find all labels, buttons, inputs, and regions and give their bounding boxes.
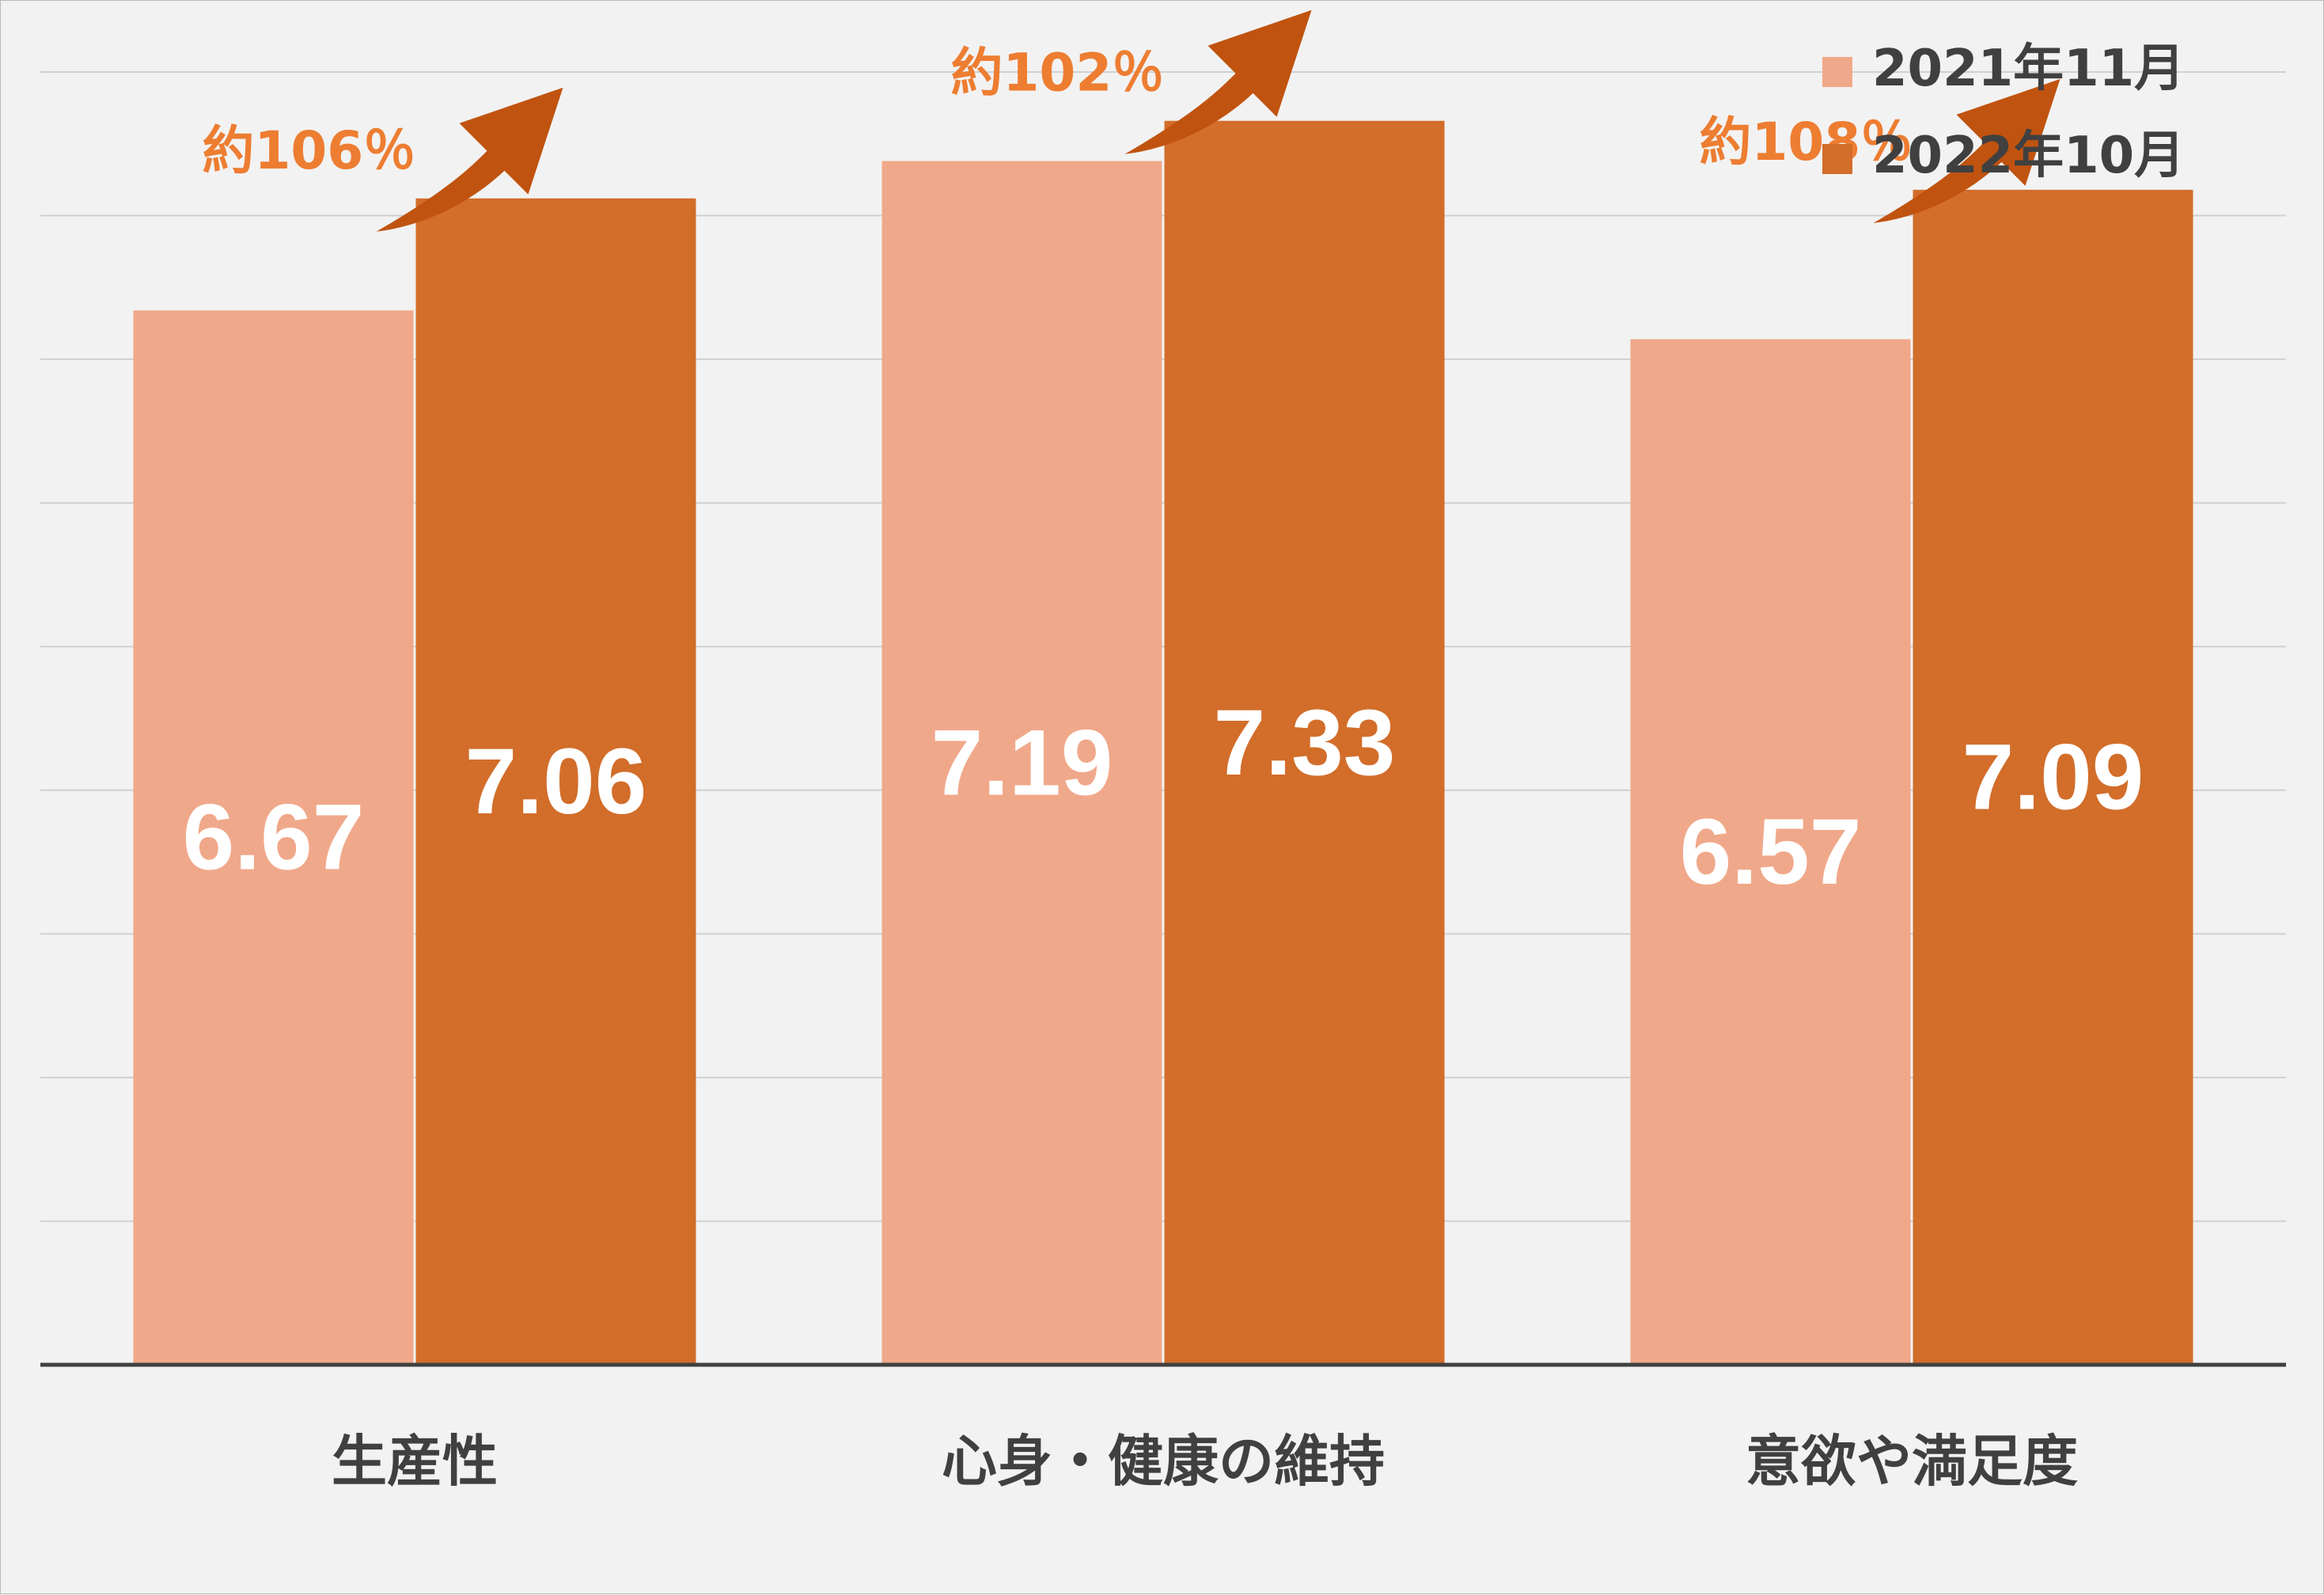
data-label: 7.09 [1962,725,2144,829]
bar [881,161,1162,1365]
growth-arrow-icon [1873,78,2061,223]
x-tick-label: 意欲や満足度 [1746,1429,2078,1494]
bar [133,310,414,1366]
bar [415,198,696,1365]
data-label: 7.19 [931,710,1113,815]
x-tick-label: 生産性 [332,1429,498,1494]
bar [1164,120,1445,1365]
data-label: 6.67 [183,786,365,890]
bar [1913,189,2193,1366]
growth-annotation: 約108％ [1700,112,1913,172]
legend-entry: 2021年11月 [1872,40,2185,98]
data-label: 7.33 [1214,691,1396,795]
growth-annotation: 約106％ [203,120,416,181]
growth-arrow-icon [1124,9,1312,154]
data-label: 6.57 [1680,800,1862,904]
data-label: 7.06 [465,729,647,834]
growth-annotation: 約102％ [951,43,1165,104]
growth-arrow-icon [376,87,563,232]
legend-entry: 2022年10月 [1872,127,2185,185]
legend-swatch [1822,57,1852,87]
x-tick-label: 心身・健康の維持 [942,1429,1385,1494]
bar [1630,339,1911,1365]
legend-swatch [1822,144,1852,174]
